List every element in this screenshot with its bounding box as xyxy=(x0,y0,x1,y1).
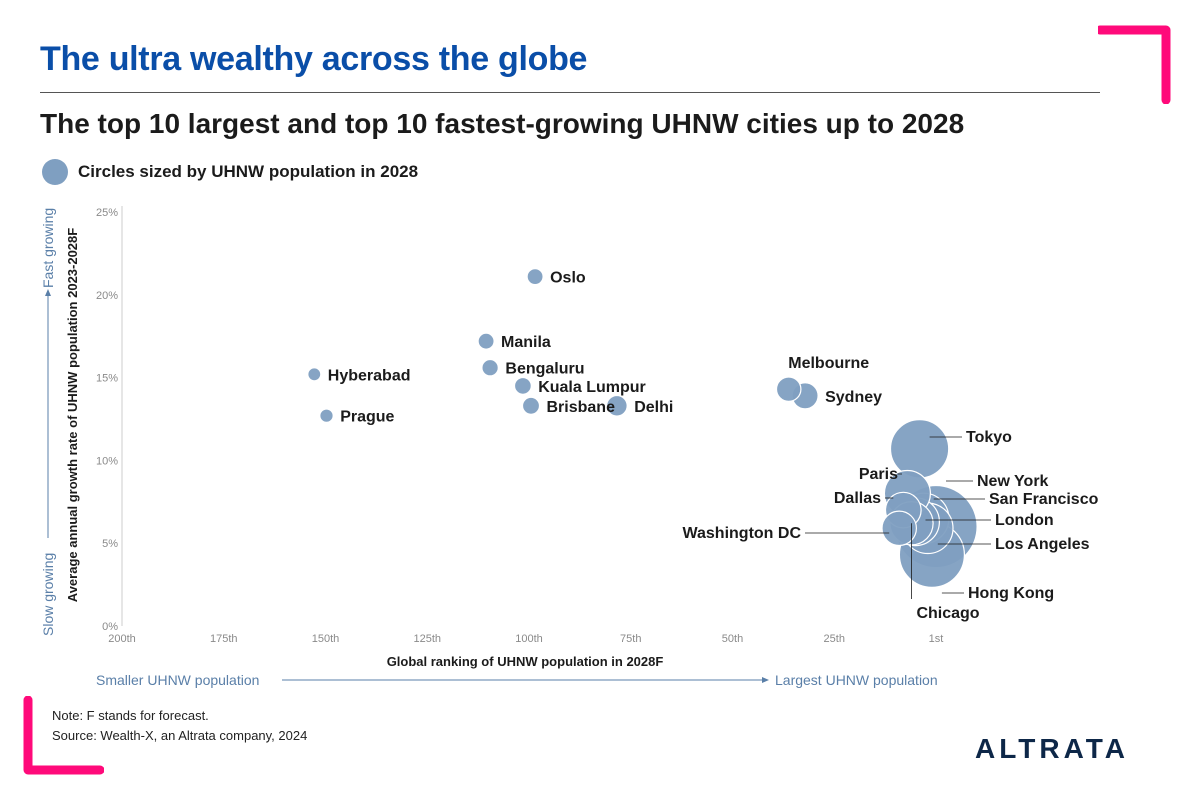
x-tick-label: 50th xyxy=(722,633,743,645)
bubble-brisbane xyxy=(521,396,541,415)
label-prague: Prague xyxy=(340,409,394,426)
bubble-oslo xyxy=(526,268,544,286)
title-divider xyxy=(40,92,1100,93)
label-hyberabad: Hyberabad xyxy=(328,367,411,384)
label-manila: Manila xyxy=(501,334,551,351)
legend-label: Circles sized by UHNW population in 2028 xyxy=(78,162,419,181)
altrata-logo: ALTRATA xyxy=(975,733,1129,764)
legend-circle-icon xyxy=(42,159,68,185)
bubble-prague xyxy=(319,408,334,423)
label-san-francisco: San Francisco xyxy=(989,491,1099,508)
label-tokyo: Tokyo xyxy=(966,429,1012,446)
x-tick-label: 200th xyxy=(108,633,136,645)
footnote: Note: F stands for forecast. xyxy=(52,708,209,723)
x-direction-right-label: Largest UHNW population xyxy=(775,672,938,688)
bubble-tokyo xyxy=(889,419,950,479)
label-dallas: Dallas xyxy=(834,490,881,507)
label-hong-kong: Hong Kong xyxy=(968,585,1054,602)
x-tick-label: 125th xyxy=(413,633,441,645)
x-arrowhead-icon xyxy=(762,677,769,683)
label-bengaluru: Bengaluru xyxy=(505,361,584,378)
y-tick-label: 10% xyxy=(96,455,118,467)
label-los-angeles: Los Angeles xyxy=(995,536,1090,553)
label-london: London xyxy=(995,512,1054,529)
bubble-washington-dc xyxy=(881,510,918,547)
x-tick-label: 100th xyxy=(515,633,543,645)
chart-subtitle: The top 10 largest and top 10 fastest-gr… xyxy=(40,108,965,139)
x-axis-title: Global ranking of UHNW population in 202… xyxy=(387,654,664,669)
label-paris: Paris xyxy=(859,466,898,483)
label-delhi: Delhi xyxy=(634,399,673,416)
x-tick-label: 25th xyxy=(824,633,845,645)
y-direction-top-label: Fast growing xyxy=(40,208,56,288)
label-sydney: Sydney xyxy=(825,389,882,406)
bubble-manila xyxy=(477,332,495,350)
label-oslo: Oslo xyxy=(550,270,586,287)
label-new-york: New York xyxy=(977,473,1049,490)
corner-bracket-top-right xyxy=(1098,25,1171,104)
corner-bracket-bottom-left xyxy=(23,696,104,775)
label-chicago: Chicago xyxy=(916,605,979,622)
label-washington-dc: Washington DC xyxy=(683,525,802,542)
x-tick-label: 1st xyxy=(929,633,944,645)
y-axis-title: Average annual growth rate of UHNW popul… xyxy=(65,228,80,602)
label-melbourne: Melbourne xyxy=(788,355,869,372)
y-direction-bottom-label: Slow growing xyxy=(40,553,56,636)
source-note: Source: Wealth-X, an Altrata company, 20… xyxy=(52,728,308,743)
y-tick-label: 25% xyxy=(96,207,118,219)
bubble-melbourne xyxy=(775,376,802,402)
bubble-delhi xyxy=(606,394,628,417)
y-tick-label: 5% xyxy=(102,538,118,550)
x-tick-label: 75th xyxy=(620,633,641,645)
bubble-hyberabad xyxy=(307,367,322,382)
y-tick-label: 15% xyxy=(96,373,118,385)
bubble-kuala-lumpur xyxy=(513,376,532,395)
y-tick-label: 0% xyxy=(102,621,118,633)
x-direction-left-label: Smaller UHNW population xyxy=(96,672,259,688)
y-tick-label: 20% xyxy=(96,290,118,302)
page-title: The ultra wealthy across the globe xyxy=(40,40,588,78)
x-tick-label: 175th xyxy=(210,633,238,645)
label-brisbane: Brisbane xyxy=(547,399,616,416)
y-arrowhead-icon xyxy=(45,289,51,296)
bubble-bengaluru xyxy=(481,358,499,377)
x-tick-label: 150th xyxy=(312,633,340,645)
size-legend: Circles sized by UHNW population in 2028 xyxy=(42,158,418,186)
label-kuala-lumpur: Kuala Lumpur xyxy=(538,379,646,396)
